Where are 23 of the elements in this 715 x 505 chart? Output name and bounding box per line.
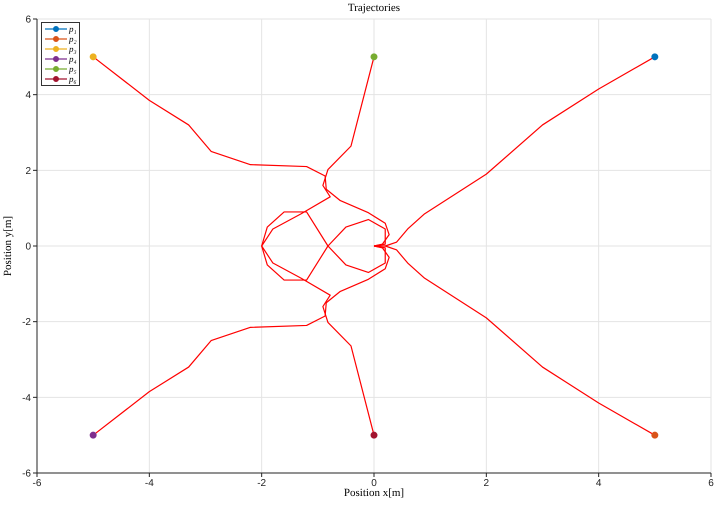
y-axis-title: Position y[m] — [2, 216, 14, 276]
legend-label: p₂ — [69, 34, 77, 44]
y-tick-label: 0 — [25, 242, 32, 253]
x-tick-label: -4 — [144, 478, 154, 490]
legend-label: p₃ — [69, 44, 77, 54]
y-tick-label: -2 — [22, 317, 32, 328]
x-tick-label: -6 — [32, 478, 42, 490]
legend-label: p₆ — [69, 74, 77, 84]
x-axis-title: Position x[m] — [344, 487, 404, 499]
x-tick-label: 0 — [371, 478, 378, 490]
y-tick-label: 4 — [25, 90, 32, 102]
y-tick-label: 6 — [25, 14, 32, 26]
x-tick-label: -2 — [257, 478, 267, 490]
y-tick-label: -6 — [22, 468, 32, 480]
legend-label: p₁ — [69, 24, 77, 34]
chart-title: Trajectories — [346, 2, 402, 14]
x-tick-label: 4 — [596, 478, 602, 490]
y-tick-label: -4 — [22, 392, 32, 404]
legend-label: p₄ — [69, 54, 77, 64]
legend-label: p₅ — [69, 64, 77, 74]
x-tick-label: 2 — [484, 478, 490, 490]
y-tick-label: 2 — [25, 166, 32, 177]
x-tick-label: 6 — [708, 478, 714, 490]
